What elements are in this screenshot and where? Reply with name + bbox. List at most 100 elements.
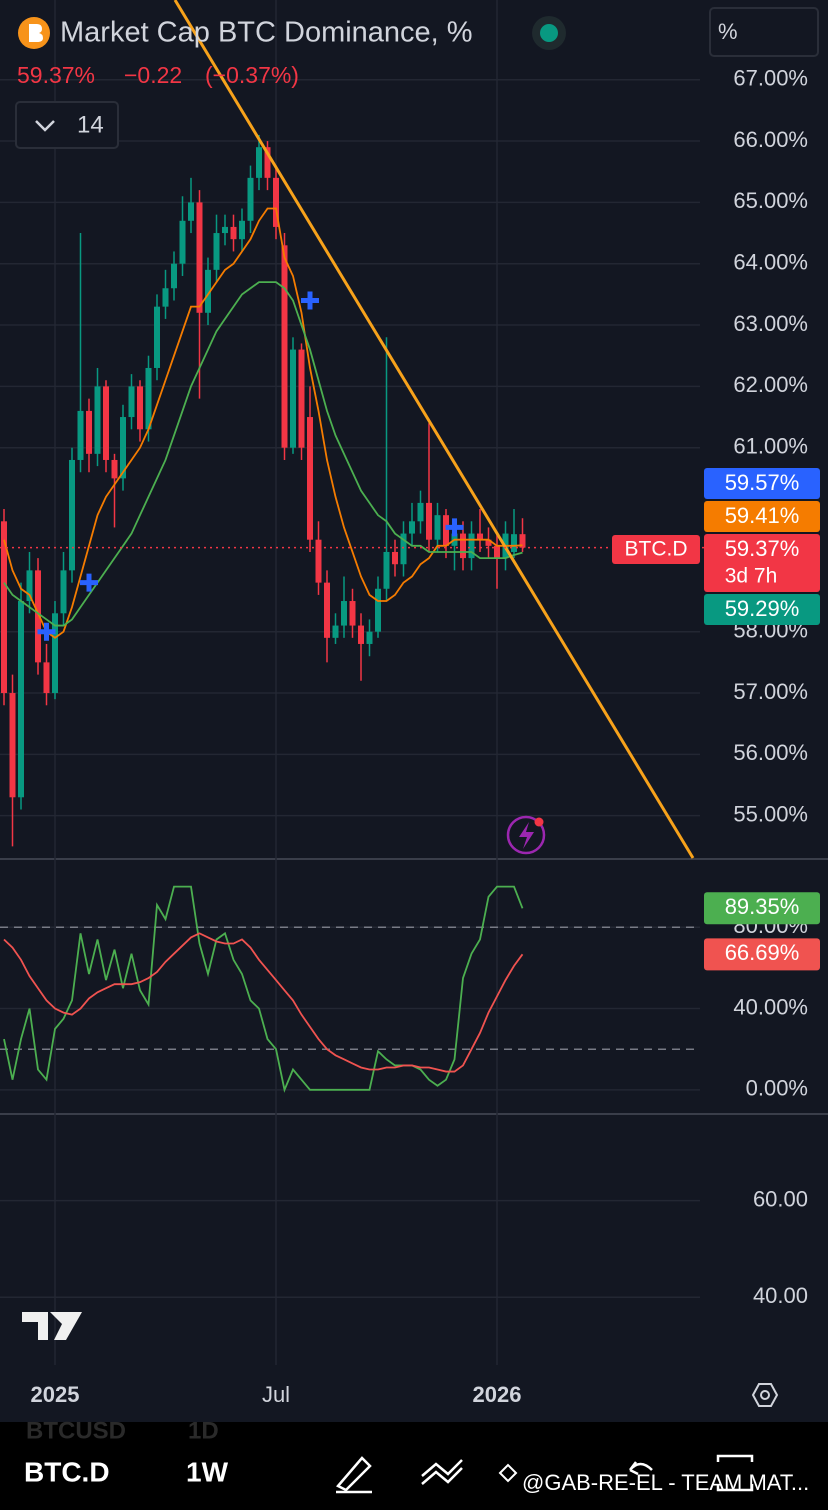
interval[interactable]: 1W: [186, 1456, 229, 1487]
trend-line: [173, 0, 695, 859]
value-label-bg: [704, 938, 820, 971]
signal-marker: [80, 573, 98, 592]
symbol-tag: BTC.D: [625, 538, 688, 561]
y-tick-label: 62.00%: [733, 372, 808, 397]
candle-body: [247, 177, 254, 221]
y-tick-label: 60.00: [753, 1186, 808, 1211]
candle-body: [179, 220, 186, 264]
y-tick-label: 64.00%: [733, 250, 808, 275]
y-tick-label: 65.00%: [733, 188, 808, 213]
oscillator-line: [3, 885, 524, 1093]
candle-body: [222, 226, 228, 234]
candle-body: [230, 226, 237, 240]
y-tick-label: 66.00%: [733, 127, 808, 152]
price-label-bg: [704, 468, 820, 499]
candle-body: [111, 459, 118, 479]
coin-glyph: [29, 24, 43, 42]
draw-icon[interactable]: [336, 1456, 372, 1494]
candle-body: [154, 306, 160, 368]
watermark-icon: [498, 1463, 518, 1483]
candle-body: [137, 386, 143, 430]
ghost-symbol: BTCUSD: [26, 1417, 126, 1444]
y-tick-label: 63.00%: [733, 311, 808, 336]
interval-box[interactable]: [15, 101, 119, 149]
candle-body: [460, 533, 466, 559]
change-pct: (−0.37%): [205, 62, 299, 88]
candle-body: [383, 551, 390, 589]
candle-body: [1, 521, 7, 694]
candle-body: [400, 533, 407, 565]
x-tick-label: 2026: [473, 1382, 522, 1407]
symbol-tag-bg: [612, 535, 700, 564]
candle-body: [392, 551, 398, 565]
candle-body: [281, 245, 288, 448]
candle-body: [417, 502, 424, 522]
fullscreen-icon[interactable]: [716, 1454, 754, 1492]
watermark: @GAB-RE-EL - TEAM MAT...: [522, 1470, 809, 1495]
alert-icon[interactable]: [506, 815, 546, 855]
price-label: 59.41%: [725, 503, 800, 528]
toolbar: [0, 1422, 828, 1510]
candle-body: [298, 349, 305, 448]
candle-body: [443, 515, 449, 546]
candle-body: [60, 570, 67, 614]
candle-body: [511, 534, 517, 552]
candle-body: [205, 269, 211, 313]
candle-body: [358, 625, 364, 644]
candle-body: [485, 539, 492, 546]
candle-body: [256, 147, 262, 178]
signal-marker: [445, 518, 464, 537]
candle-body: [77, 410, 84, 460]
candle-body: [375, 588, 381, 632]
moving-average: [3, 281, 523, 627]
oscillator-line: [3, 932, 524, 1073]
price-label: 59.29%: [725, 596, 800, 621]
chevron: [35, 120, 55, 132]
candle-body: [290, 349, 296, 448]
unit-button[interactable]: [709, 7, 819, 57]
candle-body: [426, 502, 432, 540]
interval-count: 14: [77, 111, 104, 138]
logo: [22, 1312, 82, 1340]
candle-body: [332, 625, 339, 638]
candle-body: [145, 367, 152, 430]
candle-body: [213, 233, 220, 270]
price-label: 59.57%: [725, 470, 800, 495]
ghost-interval: 1D: [188, 1417, 219, 1444]
candle-body: [239, 220, 245, 240]
y-tick-label: 0.00%: [746, 1076, 808, 1101]
status-dot: [540, 24, 558, 42]
candle-body: [434, 515, 441, 540]
indicator-icon[interactable]: [421, 1459, 463, 1485]
x-tick-label: Jul: [262, 1382, 290, 1407]
price-label: 59.37%: [725, 536, 800, 561]
candle-body: [315, 539, 322, 583]
y-tick-label: 61.00%: [733, 434, 808, 459]
candle-body: [26, 570, 33, 602]
symbol[interactable]: BTC.D: [24, 1456, 110, 1487]
candle-body: [171, 263, 177, 289]
candle-body: [35, 570, 41, 663]
x-tick-label: 2025: [31, 1382, 80, 1407]
candle-body: [188, 202, 194, 221]
candle-body: [349, 601, 356, 626]
unit-label: %: [718, 19, 738, 44]
alert-dot: [534, 817, 544, 827]
y-tick-label: 40.00: [753, 1283, 808, 1308]
bolt: [519, 822, 534, 849]
candle-body: [94, 386, 101, 454]
candle-body: [477, 533, 483, 540]
settings-icon[interactable]: [751, 1383, 779, 1407]
candle-body: [52, 613, 58, 694]
value-label-bg: [704, 892, 820, 925]
price-label-bg: [704, 594, 820, 625]
countdown: 3d 7h: [725, 565, 778, 588]
candle-body: [43, 662, 50, 694]
candle-body: [103, 386, 109, 460]
candle-body: [494, 545, 500, 559]
undo-icon[interactable]: [629, 1461, 653, 1476]
candle-body: [196, 202, 203, 313]
candle-body: [162, 288, 169, 307]
value-label: 89.35%: [725, 894, 800, 919]
